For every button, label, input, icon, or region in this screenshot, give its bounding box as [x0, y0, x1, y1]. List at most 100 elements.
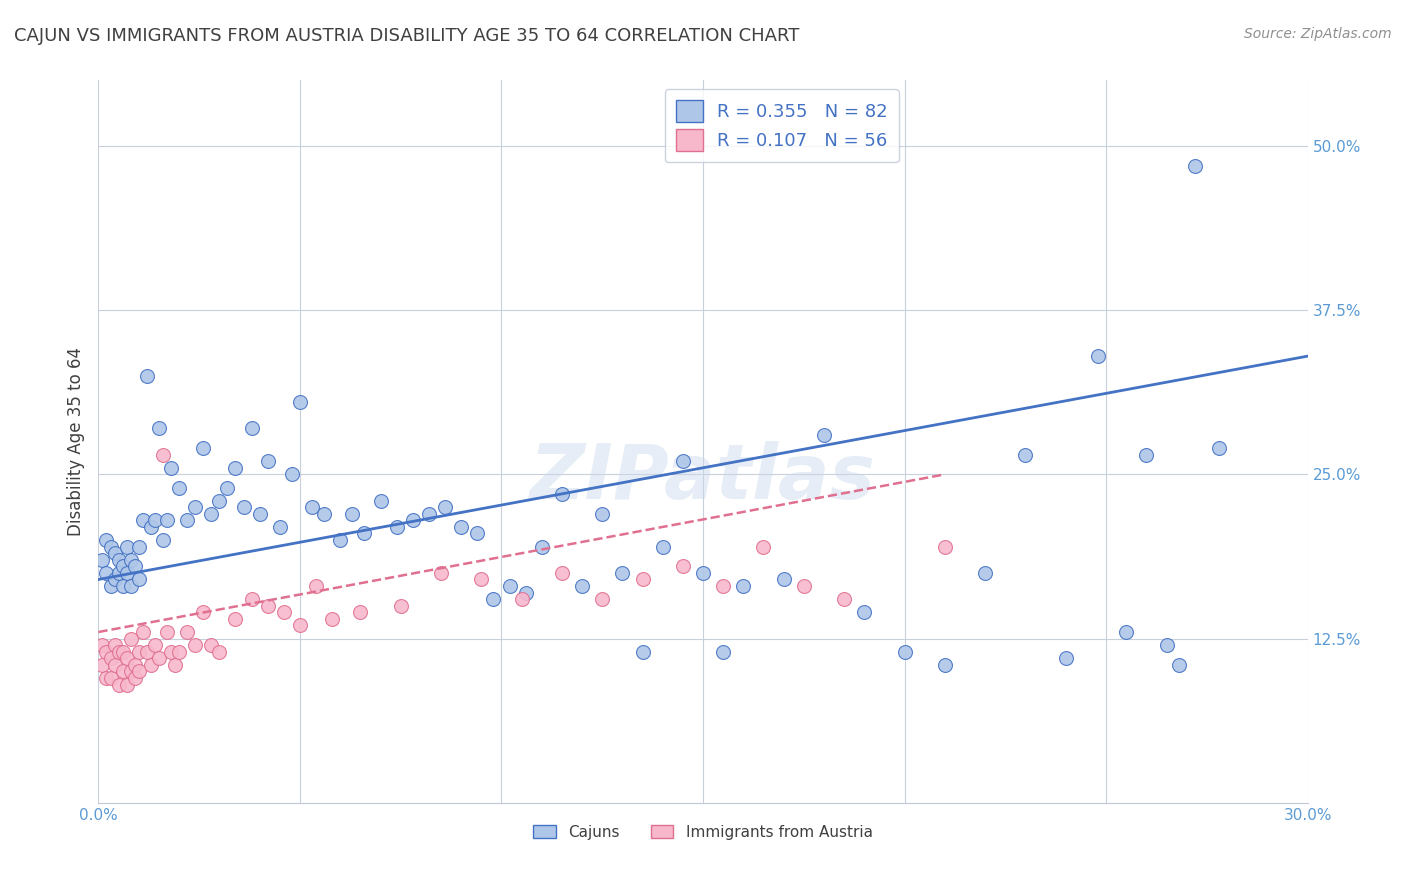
Point	[120, 579, 142, 593]
Point	[148, 651, 170, 665]
Point	[430, 566, 453, 580]
Point	[115, 651, 138, 665]
Point	[288, 395, 311, 409]
Point	[305, 579, 328, 593]
Point	[91, 553, 114, 567]
Point	[498, 579, 520, 593]
Point	[465, 526, 488, 541]
Point	[103, 657, 125, 672]
Point	[813, 428, 835, 442]
Point	[111, 559, 134, 574]
Point	[156, 513, 179, 527]
Point	[256, 454, 278, 468]
Point	[1156, 638, 1178, 652]
Point	[418, 507, 440, 521]
Point	[353, 526, 375, 541]
Point	[893, 645, 915, 659]
Point	[152, 533, 174, 547]
Point	[91, 638, 114, 652]
Point	[832, 592, 855, 607]
Point	[124, 559, 146, 574]
Point	[128, 540, 150, 554]
Point	[176, 625, 198, 640]
Point	[672, 454, 695, 468]
Point	[752, 540, 775, 554]
Point	[167, 645, 190, 659]
Point	[200, 638, 222, 652]
Point	[1115, 625, 1137, 640]
Point	[91, 657, 114, 672]
Text: Source: ZipAtlas.com: Source: ZipAtlas.com	[1244, 27, 1392, 41]
Point	[342, 507, 364, 521]
Point	[120, 665, 142, 679]
Point	[349, 605, 371, 619]
Point	[314, 507, 336, 521]
Point	[591, 507, 613, 521]
Point	[470, 573, 492, 587]
Point	[128, 573, 150, 587]
Point	[224, 460, 246, 475]
Point	[115, 566, 138, 580]
Point	[100, 651, 122, 665]
Point	[100, 579, 122, 593]
Point	[631, 645, 654, 659]
Point	[96, 671, 118, 685]
Point	[934, 657, 956, 672]
Point	[269, 520, 291, 534]
Point	[96, 533, 118, 547]
Point	[793, 579, 815, 593]
Point	[232, 500, 254, 515]
Point	[135, 368, 157, 383]
Point	[612, 566, 634, 580]
Point	[115, 540, 138, 554]
Point	[111, 579, 134, 593]
Point	[128, 645, 150, 659]
Point	[273, 605, 295, 619]
Point	[551, 487, 574, 501]
Point	[184, 500, 207, 515]
Point	[510, 592, 533, 607]
Point	[120, 553, 142, 567]
Point	[163, 657, 186, 672]
Point	[1208, 441, 1230, 455]
Point	[139, 657, 162, 672]
Point	[143, 513, 166, 527]
Point	[672, 559, 695, 574]
Point	[107, 677, 129, 691]
Point	[281, 467, 304, 482]
Point	[571, 579, 593, 593]
Point	[1054, 651, 1077, 665]
Point	[184, 638, 207, 652]
Point	[103, 573, 125, 587]
Legend: Cajuns, Immigrants from Austria: Cajuns, Immigrants from Austria	[527, 819, 879, 846]
Point	[160, 645, 183, 659]
Point	[132, 625, 155, 640]
Point	[152, 448, 174, 462]
Point	[530, 540, 553, 554]
Point	[208, 645, 231, 659]
Point	[651, 540, 673, 554]
Point	[551, 566, 574, 580]
Point	[853, 605, 876, 619]
Text: CAJUN VS IMMIGRANTS FROM AUSTRIA DISABILITY AGE 35 TO 64 CORRELATION CHART: CAJUN VS IMMIGRANTS FROM AUSTRIA DISABIL…	[14, 27, 800, 45]
Point	[103, 638, 125, 652]
Point	[111, 665, 134, 679]
Point	[385, 520, 408, 534]
Point	[156, 625, 179, 640]
Point	[200, 507, 222, 521]
Point	[128, 665, 150, 679]
Point	[160, 460, 183, 475]
Point	[103, 546, 125, 560]
Point	[1135, 448, 1157, 462]
Point	[167, 481, 190, 495]
Point	[107, 566, 129, 580]
Point	[1014, 448, 1036, 462]
Point	[631, 573, 654, 587]
Point	[974, 566, 997, 580]
Point	[321, 612, 343, 626]
Point	[132, 513, 155, 527]
Point	[1167, 657, 1189, 672]
Point	[193, 605, 215, 619]
Point	[402, 513, 425, 527]
Point	[124, 657, 146, 672]
